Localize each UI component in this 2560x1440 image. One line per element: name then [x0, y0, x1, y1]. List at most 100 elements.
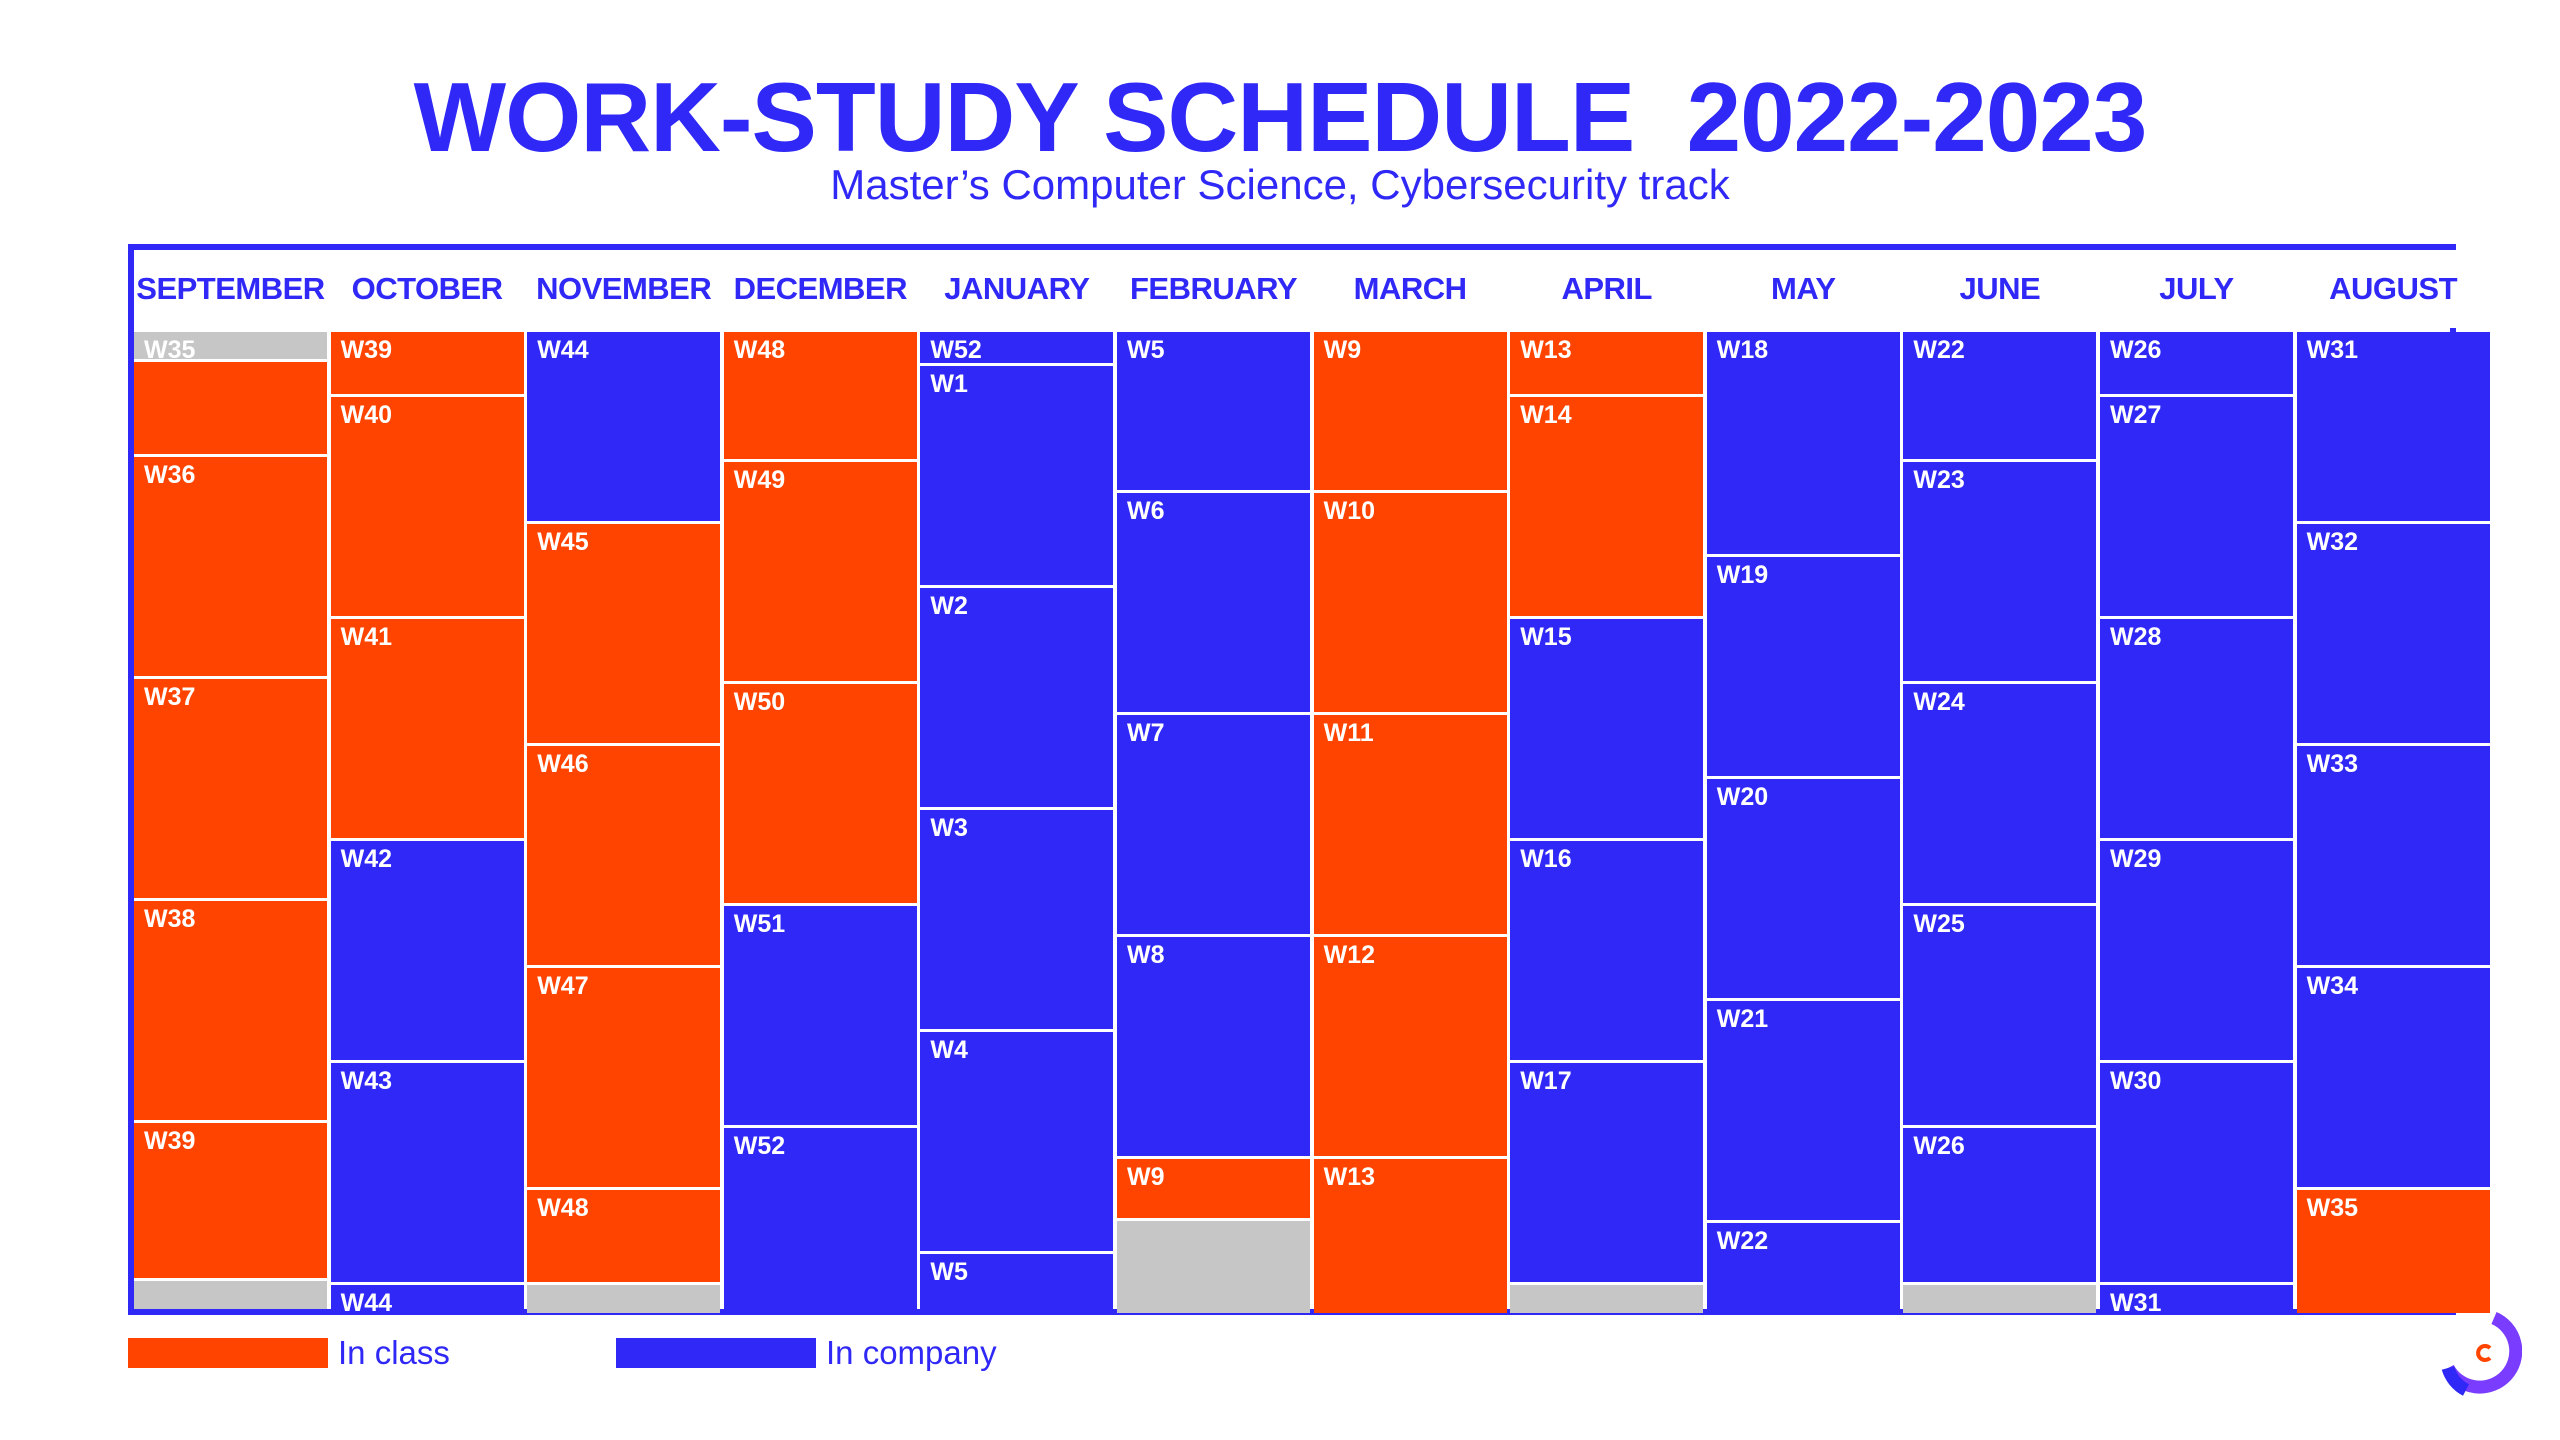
legend-company-swatch: [616, 1338, 816, 1368]
week-cell: W42: [330, 838, 524, 1061]
month-header: AUGUST: [2296, 250, 2490, 328]
week-cell: W41: [330, 616, 524, 839]
month-header: MARCH: [1313, 250, 1507, 328]
week-cell: W44: [527, 332, 721, 521]
week-label: W47: [537, 971, 589, 1000]
week-label: W13: [1323, 1162, 1375, 1191]
week-label: W15: [1520, 623, 1572, 652]
week-label: W4: [930, 1036, 968, 1065]
week-cell: W36: [134, 454, 327, 677]
week-label: W22: [1716, 1227, 1769, 1255]
month-column-april: APRIL W13 W14 W15 W16 W17: [1510, 250, 1704, 1314]
week-cell: W16: [1510, 838, 1704, 1061]
week-cell: [134, 1277, 327, 1309]
week-cell: [1117, 1217, 1310, 1314]
legend-class-label: In class: [338, 1334, 450, 1371]
month-column-july: JULY W26 W27 W28 W29 W30 W31: [2100, 250, 2293, 1317]
week-cells: W5 W6 W7 W8 W9: [1117, 332, 1310, 1314]
week-cell: W27: [2100, 394, 2293, 617]
week-cell: W35: [134, 332, 327, 364]
schedule-grid: SEPTEMBER W35 W36 W37 W38 W39 OCTOBER W39 W40 W41…: [128, 244, 2490, 1317]
week-label: W48: [537, 1193, 589, 1222]
month-header: JANUARY: [920, 250, 1114, 328]
week-cell: W30: [2100, 1060, 2293, 1283]
week-label: W19: [1716, 561, 1769, 589]
week-label: W12: [1323, 940, 1375, 969]
week-label: W52: [930, 336, 982, 364]
week-label: W26: [1913, 1131, 1965, 1160]
week-label: W34: [2306, 971, 2358, 1000]
week-cell: W25: [1903, 902, 2097, 1125]
week-label: W18: [1716, 336, 1769, 364]
week-label: W37: [144, 683, 196, 712]
week-label: W24: [1913, 687, 1965, 716]
month-column-december: DECEMBER W48 W49 W50 W51 W52: [723, 250, 917, 1314]
week-label: W22: [1913, 336, 1965, 364]
week-cell: W21: [1706, 998, 1900, 1220]
week-label: W26: [2110, 336, 2162, 364]
week-label: W36: [144, 461, 196, 490]
week-label: W33: [2306, 749, 2358, 778]
week-cell: W44: [330, 1282, 524, 1317]
week-cell: W22: [1706, 1220, 1900, 1316]
week-label: W39: [144, 1127, 196, 1156]
week-label: W6: [1127, 496, 1165, 525]
week-cell: W49: [723, 458, 917, 681]
week-label: W11: [1323, 718, 1374, 747]
week-cell: W33: [2296, 742, 2490, 965]
week-cell: W20: [1706, 776, 1900, 998]
week-label: W31: [2306, 336, 2358, 364]
week-cells: W22 W23 W24 W25 W26: [1903, 332, 2097, 1314]
week-cell: W50: [723, 680, 917, 903]
week-label: W5: [1127, 336, 1165, 364]
week-label: W41: [340, 623, 392, 652]
week-label: W2: [930, 592, 968, 621]
week-cells: W13 W14 W15 W16 W17: [1510, 332, 1704, 1314]
week-cell: W26: [2100, 332, 2293, 395]
week-label: W1: [930, 370, 968, 399]
week-label: W51: [733, 909, 786, 938]
week-cells: W9 W10 W11 W12 W13: [1313, 332, 1507, 1314]
week-label: W45: [537, 527, 589, 556]
week-cell: W52: [723, 1124, 917, 1314]
week-label: W49: [733, 465, 786, 494]
week-cell: W4: [920, 1029, 1114, 1252]
week-cell: W3: [920, 807, 1114, 1030]
logo-icon: [2441, 1312, 2522, 1396]
week-cell: [134, 358, 327, 455]
week-label: W52: [733, 1131, 786, 1160]
week-label: W35: [2306, 1193, 2358, 1222]
week-label: W16: [1520, 845, 1572, 874]
week-label: W8: [1127, 940, 1165, 969]
week-cell: W34: [2296, 964, 2490, 1187]
week-label: W43: [340, 1067, 392, 1096]
month-column-january: JANUARY W52 W1 W2 W3 W4 W5: [920, 250, 1114, 1314]
week-cell: W22: [1903, 332, 2097, 459]
month-column-march: MARCH W9 W10 W11 W12 W13: [1313, 250, 1507, 1314]
week-cell: W15: [1510, 616, 1704, 839]
week-cell: [1903, 1282, 2097, 1314]
week-cell: W18: [1706, 332, 1900, 554]
month-column-november: NOVEMBER W44 W45 W46 W47 W48: [527, 250, 721, 1314]
week-cell: W1: [920, 363, 1114, 586]
week-label: W48: [733, 336, 786, 364]
week-cell: W7: [1117, 711, 1310, 934]
week-label: W9: [1323, 336, 1362, 364]
week-cell: W31: [2296, 332, 2490, 521]
week-label: W38: [144, 905, 196, 934]
month-header: FEBRUARY: [1117, 250, 1310, 328]
page-subtitle: Master’s Computer Science, Cybersecurity…: [830, 161, 1730, 208]
week-cell: W14: [1510, 394, 1704, 617]
page-title: WORK-STUDY SCHEDULE 2022-2023: [413, 62, 2148, 172]
week-cells: W35 W36 W37 W38 W39: [134, 332, 327, 1309]
week-cell: W26: [1903, 1124, 2097, 1283]
week-cell: W39: [134, 1120, 327, 1278]
week-cell: W6: [1117, 489, 1310, 712]
week-cell: W45: [527, 520, 721, 743]
week-cells: W44 W45 W46 W47 W48: [527, 332, 721, 1314]
week-cell: W8: [1117, 933, 1310, 1156]
month-header: JUNE: [1903, 250, 2097, 328]
month-column-june: JUNE W22 W23 W24 W25 W26: [1903, 250, 2097, 1314]
week-cells: W18 W19 W20 W21 W22: [1706, 332, 1900, 1316]
week-cell: W48: [527, 1186, 721, 1283]
